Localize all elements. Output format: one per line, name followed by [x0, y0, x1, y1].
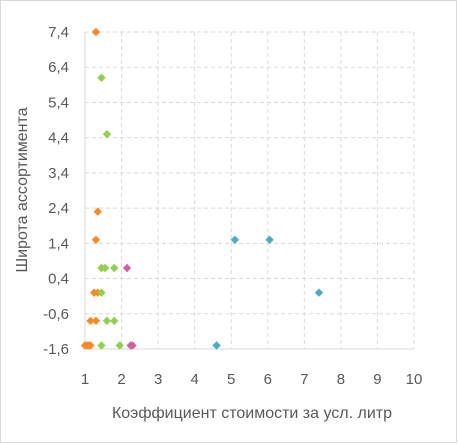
data-point — [97, 288, 106, 297]
y-tick-label: 2,4 — [48, 200, 69, 217]
data-point — [91, 316, 101, 326]
data-point — [265, 235, 274, 245]
x-tick-label: 3 — [154, 371, 162, 388]
x-axis-title: Коэффициент стоимости за усл. литр — [112, 405, 392, 422]
gridlines — [84, 31, 415, 350]
data-point — [97, 73, 106, 82]
data-point — [314, 288, 324, 297]
x-tick-label: 1 — [81, 371, 89, 388]
data-point — [102, 129, 112, 139]
data-point — [110, 316, 119, 326]
x-tick-label: 10 — [406, 371, 423, 388]
y-tick-label: -1,6 — [43, 341, 69, 358]
data-point — [97, 341, 106, 350]
data-point — [122, 263, 132, 273]
y-tick-label: 1,4 — [48, 235, 69, 252]
data-point — [230, 235, 240, 245]
y-tick-label: 5,4 — [48, 94, 69, 111]
data-point — [86, 341, 95, 350]
x-tick-label: 8 — [337, 371, 345, 388]
x-tick-label: 9 — [373, 371, 381, 388]
data-point — [93, 207, 102, 216]
x-tick-label: 2 — [117, 371, 125, 388]
x-tick-labels: 1 2 3 4 5 6 7 8 9 10 — [81, 371, 423, 388]
data-point — [91, 27, 101, 37]
y-tick-label: 6,4 — [48, 59, 69, 76]
data-point — [86, 316, 95, 326]
data-point — [102, 316, 112, 326]
y-tick-label: 4,4 — [48, 130, 69, 147]
data-point — [100, 263, 110, 273]
y-axis-title: Широта ассортимента — [14, 107, 31, 272]
data-point — [115, 341, 124, 350]
y-tick-label: -0,6 — [43, 306, 69, 323]
y-tick-label: 0,4 — [48, 271, 69, 288]
data-point — [212, 341, 221, 350]
data-point — [110, 263, 119, 273]
x-tick-label: 4 — [190, 371, 198, 388]
x-tick-label: 5 — [227, 371, 235, 388]
y-tick-labels: -1,6 -0,6 0,4 1,4 2,4 3,4 4,4 5,4 6,4 7,4 — [43, 24, 69, 358]
data-point — [128, 341, 137, 350]
data-points — [80, 27, 324, 350]
x-tick-label: 6 — [264, 371, 272, 388]
x-tick-label: 7 — [300, 371, 308, 388]
data-point — [91, 235, 101, 245]
y-tick-label: 7,4 — [48, 24, 69, 41]
y-tick-label: 3,4 — [48, 165, 69, 182]
